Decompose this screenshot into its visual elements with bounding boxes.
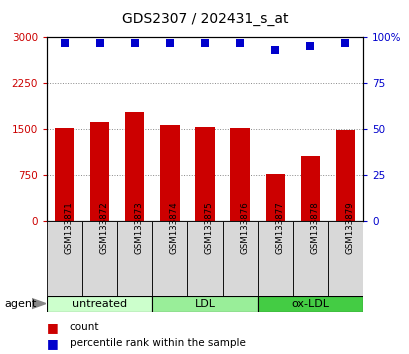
- Bar: [125, 112, 144, 221]
- Text: percentile rank within the sample: percentile rank within the sample: [70, 338, 245, 348]
- Point: [131, 40, 138, 46]
- Bar: [265, 174, 284, 221]
- Text: GSM133874: GSM133874: [169, 201, 178, 253]
- Bar: [335, 130, 354, 221]
- Text: ■: ■: [47, 337, 63, 350]
- Point: [341, 40, 348, 46]
- Text: agent: agent: [4, 298, 36, 309]
- Text: GSM133873: GSM133873: [135, 201, 144, 253]
- Bar: [195, 127, 214, 221]
- Text: GSM133878: GSM133878: [310, 201, 319, 253]
- Text: ox-LDL: ox-LDL: [290, 298, 328, 309]
- Bar: [160, 125, 179, 221]
- Polygon shape: [31, 298, 46, 309]
- Bar: [257, 296, 362, 312]
- Point: [96, 40, 103, 46]
- Bar: [300, 156, 319, 221]
- Text: GSM133875: GSM133875: [204, 201, 213, 253]
- Text: GSM133879: GSM133879: [344, 201, 353, 253]
- Bar: [152, 221, 187, 296]
- Text: GSM133871: GSM133871: [65, 201, 74, 253]
- Point: [306, 44, 313, 49]
- Point: [271, 47, 278, 53]
- Point: [236, 40, 243, 46]
- Bar: [257, 221, 292, 296]
- Text: LDL: LDL: [194, 298, 215, 309]
- Bar: [55, 128, 74, 221]
- Point: [61, 40, 68, 46]
- Bar: [327, 221, 362, 296]
- Bar: [47, 296, 152, 312]
- Text: untreated: untreated: [72, 298, 127, 309]
- Bar: [82, 221, 117, 296]
- Bar: [222, 221, 257, 296]
- Text: count: count: [70, 322, 99, 332]
- Bar: [152, 296, 257, 312]
- Bar: [187, 221, 222, 296]
- Text: ■: ■: [47, 321, 63, 334]
- Bar: [292, 221, 327, 296]
- Text: GSM133872: GSM133872: [99, 201, 108, 253]
- Point: [201, 40, 208, 46]
- Text: GSM133876: GSM133876: [240, 201, 249, 253]
- Bar: [47, 221, 82, 296]
- Bar: [230, 128, 249, 221]
- Text: GSM133877: GSM133877: [274, 201, 283, 253]
- Bar: [117, 221, 152, 296]
- Text: GDS2307 / 202431_s_at: GDS2307 / 202431_s_at: [121, 12, 288, 27]
- Point: [166, 40, 173, 46]
- Bar: [90, 122, 109, 221]
